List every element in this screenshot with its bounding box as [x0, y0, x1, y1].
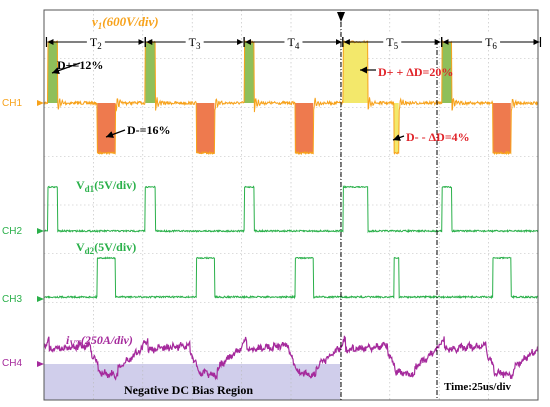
period-label-bg: [383, 34, 402, 46]
region-label: Negative DC Bias Region: [124, 383, 253, 397]
positive-pulse-fill: [342, 42, 368, 103]
ch3-label: CH3: [2, 294, 22, 305]
annotation-d-minus-delta: D- - ΔD=4%: [392, 130, 470, 144]
channel-label-ch1: CH1: [2, 98, 44, 109]
negative-pulse-fill: [393, 103, 399, 153]
annotation-d-minus: D-=16%: [105, 123, 171, 138]
channel-label-ch2: CH2: [2, 226, 44, 237]
channel-label-ch3: CH3: [2, 294, 44, 305]
period-label-bg: [482, 34, 501, 46]
period-markers: T2 T3 T4 T5 T6: [45, 34, 542, 51]
period-label: T3: [189, 35, 201, 51]
period-label: T6: [485, 35, 497, 51]
ch3-trace: [43, 256, 539, 300]
period-label-bg: [185, 34, 204, 46]
positive-pulse-fill: [244, 42, 254, 103]
ch2-label: CH2: [2, 226, 22, 237]
annotation-d-plus-delta: D+ + ΔD=20%: [360, 65, 453, 79]
period-label: T4: [287, 35, 299, 51]
ch4-label: CH4: [2, 358, 22, 369]
period-label-bg: [86, 34, 105, 46]
ch1-trace: [43, 39, 539, 156]
ch2-trace: [43, 185, 538, 234]
negative-pulse-fill: [294, 103, 314, 153]
negative-pulse-fill: [492, 103, 511, 153]
ch4-signal-title: iVT(250A/div): [66, 333, 133, 349]
trigger-marker: [337, 12, 345, 22]
ch1-signal-title: v1(600V/div): [92, 14, 159, 31]
channel-label-ch4: CH4: [2, 358, 44, 369]
svg-text:D- - ΔD=4%: D- - ΔD=4%: [406, 130, 470, 144]
svg-text:D+=12%: D+=12%: [57, 58, 103, 72]
ch3-signal-title: Vd2(5V/div): [76, 240, 136, 256]
negative-pulse-fill: [196, 103, 215, 153]
positive-pulse-fill: [145, 42, 156, 103]
svg-text:D-=16%: D-=16%: [127, 123, 171, 137]
annotation-d-plus: D+=12%: [51, 58, 103, 74]
negative-pulse-fill: [97, 103, 116, 153]
period-label: T2: [90, 35, 102, 51]
plot-border: [43, 9, 539, 401]
ch1-label: CH1: [2, 98, 22, 109]
ch2-signal-title: Vd1(5V/div): [76, 178, 136, 194]
ch4-trace: [43, 335, 539, 381]
positive-pulse-fill: [441, 42, 452, 103]
svg-text:D+ + ΔD=20%: D+ + ΔD=20%: [378, 65, 453, 79]
period-label: T5: [386, 35, 398, 51]
period-label-bg: [284, 34, 303, 46]
time-scale-label: Time:25us/div: [444, 381, 512, 393]
plot-grid: [44, 10, 538, 400]
